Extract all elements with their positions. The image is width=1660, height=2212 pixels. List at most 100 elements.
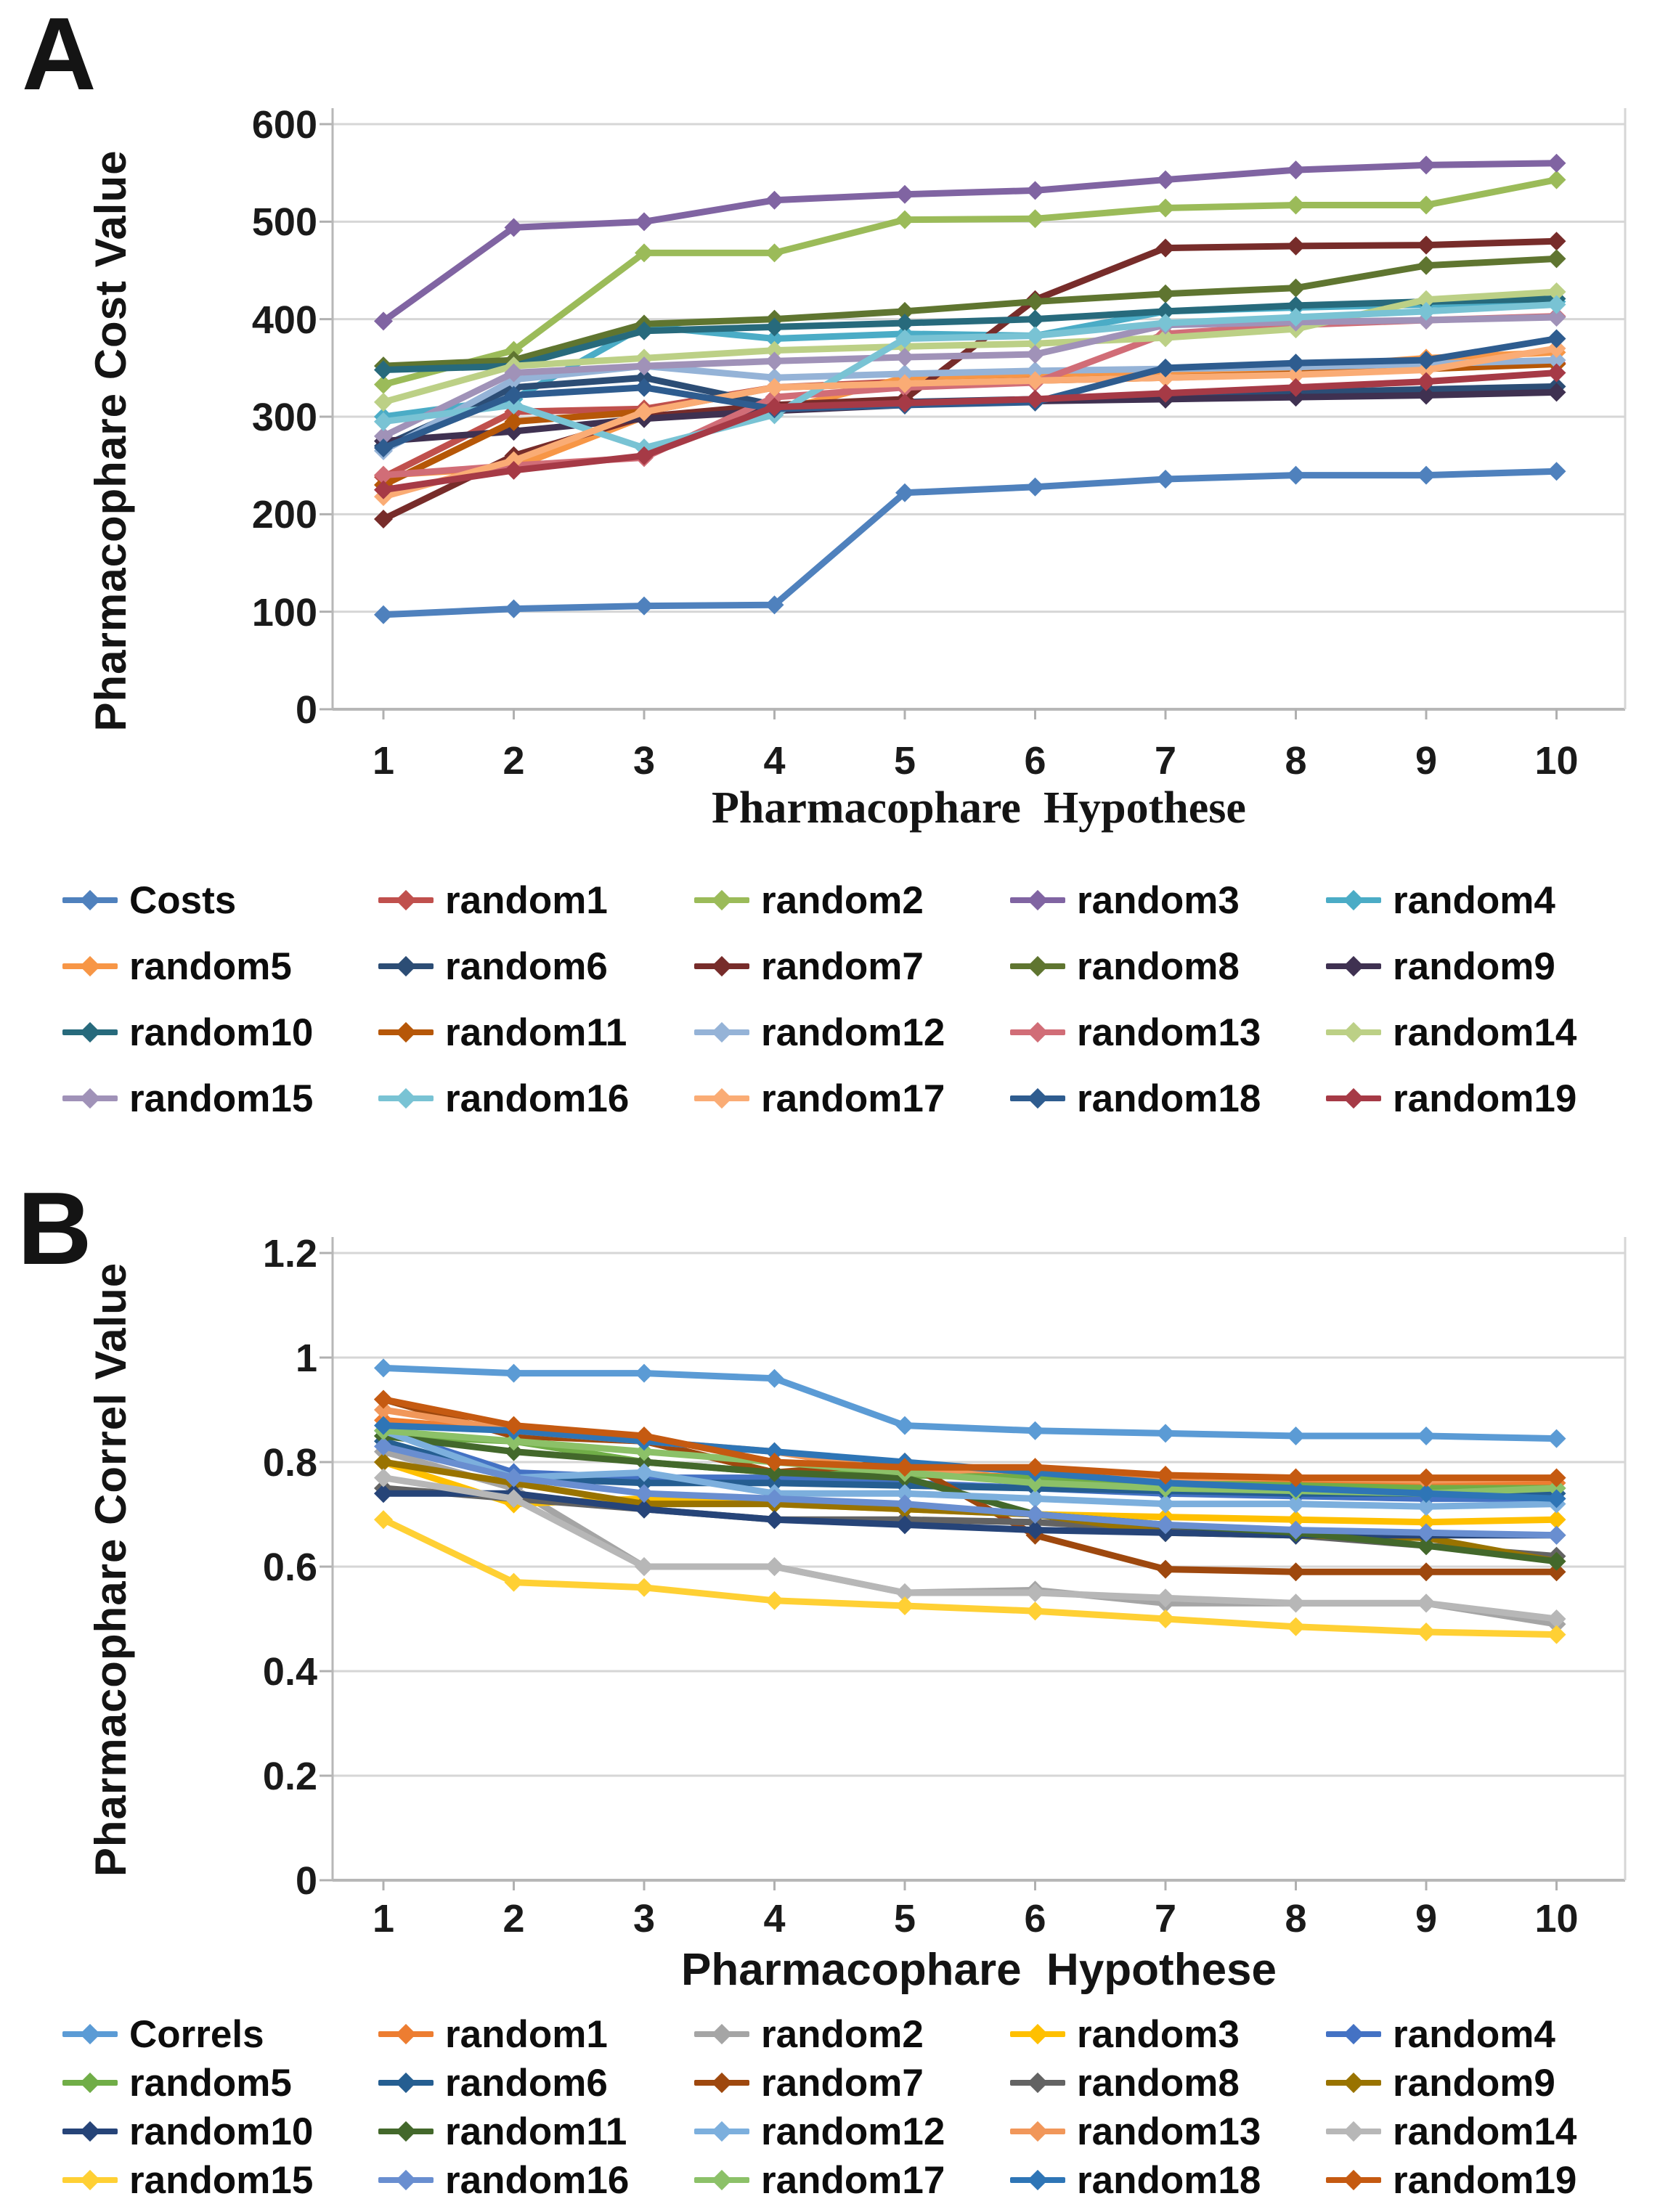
legend-line-marker-icon: [1326, 889, 1381, 911]
series-line-Correls: [380, 1364, 1560, 1442]
marker-random16: [374, 412, 393, 431]
marker-random17: [1025, 1473, 1045, 1493]
marker-random16: [635, 1484, 654, 1503]
legend-item-random8: random8: [1010, 2061, 1240, 2105]
legend-line-marker-icon: [378, 2169, 434, 2191]
marker-random11: [504, 1442, 524, 1461]
marker-random17: [504, 1432, 524, 1451]
marker-Costs: [895, 483, 914, 502]
series-line-random3: [380, 160, 1560, 325]
marker-random13: [374, 1400, 393, 1419]
marker-random3: [1417, 155, 1436, 175]
marker-random18: [1547, 1489, 1566, 1509]
marker-random18: [374, 438, 393, 457]
legend-item-random4: random4: [1326, 878, 1555, 922]
legend-item-random11: random11: [378, 2110, 627, 2153]
legend-label: random10: [129, 2110, 314, 2153]
marker-random16: [1417, 301, 1436, 321]
legend-item-random10: random10: [62, 2110, 313, 2153]
legend-label: random9: [1393, 2061, 1555, 2105]
marker-random19: [374, 480, 393, 499]
marker-random19: [1547, 363, 1566, 383]
legend-label: random2: [761, 878, 924, 922]
legend-label: random14: [1393, 1011, 1577, 1054]
legend-line-marker-icon: [694, 2072, 749, 2094]
legend-item-Correls: Correls: [62, 2012, 264, 2056]
legend-line-marker-icon: [1326, 2169, 1381, 2191]
marker-random15: [374, 1510, 393, 1530]
legend-label: random4: [1393, 2012, 1555, 2056]
marker-random16: [374, 1437, 393, 1456]
marker-Correls: [504, 1363, 524, 1383]
panel-b-label: B: [17, 1171, 92, 1286]
legend-label: random18: [1077, 1077, 1261, 1120]
legend-label: random13: [1077, 2110, 1261, 2153]
marker-random19: [895, 393, 914, 413]
marker-random19: [1417, 372, 1436, 391]
marker-Correls: [895, 1416, 914, 1435]
marker-random12: [1025, 361, 1045, 380]
marker-random10: [635, 321, 654, 340]
marker-random14: [1547, 1609, 1566, 1628]
legend-label: random17: [761, 2158, 945, 2202]
marker-random19: [1286, 1468, 1306, 1487]
legend-line-marker-icon: [1326, 2072, 1381, 2094]
legend-label: random5: [129, 2061, 292, 2105]
legend-label: random10: [129, 1011, 314, 1054]
x-tick-label: 1: [372, 739, 395, 783]
marker-random17: [1547, 338, 1566, 358]
marker-random14: [1286, 1593, 1306, 1613]
marker-random15: [1025, 345, 1045, 364]
legend-line-marker-icon: [378, 2023, 434, 2045]
x-tick-label: 10: [1534, 1897, 1579, 1940]
legend-line-marker-icon: [1010, 955, 1065, 977]
legend-label: random11: [445, 2110, 627, 2153]
marker-random9: [1286, 388, 1306, 407]
marker-random7: [374, 510, 393, 529]
marker-random18: [1417, 351, 1436, 370]
legend-label: random16: [445, 1077, 630, 1120]
legend-item-random1: random1: [378, 878, 608, 922]
marker-random16: [1286, 307, 1306, 327]
y-tick-label: 0.6: [262, 1546, 317, 1589]
marker-Correls: [765, 1368, 784, 1388]
marker-random14: [895, 1583, 914, 1602]
marker-random14: [1547, 282, 1566, 302]
legend-label: random17: [761, 1077, 945, 1120]
marker-random18: [1286, 1479, 1306, 1498]
marker-random7: [1286, 236, 1306, 256]
legend-label: random15: [129, 2158, 314, 2202]
x-tick-label: 4: [763, 1897, 786, 1940]
legend-label: random5: [129, 944, 292, 988]
series-line-random19: [380, 370, 1560, 494]
marker-random19: [374, 1389, 393, 1409]
marker-random19: [1417, 1468, 1436, 1487]
legend-label: random13: [1077, 1011, 1261, 1054]
marker-random10: [374, 1484, 393, 1503]
legend-line-marker-icon: [1326, 955, 1381, 977]
marker-random8: [1025, 292, 1045, 311]
marker-random16: [504, 1468, 524, 1487]
marker-random2: [1417, 195, 1436, 215]
marker-random15: [635, 1578, 654, 1597]
marker-random11: [1547, 1551, 1566, 1571]
legend-line-marker-icon: [62, 955, 118, 977]
legend-label: random8: [1077, 944, 1240, 988]
marker-random10: [1025, 1520, 1045, 1540]
marker-Costs: [635, 596, 654, 616]
marker-Correls: [1417, 1427, 1436, 1445]
legend-item-random14: random14: [1326, 2110, 1576, 2153]
marker-random17: [1547, 1479, 1566, 1498]
marker-random9: [374, 1453, 393, 1472]
marker-random17: [635, 1442, 654, 1461]
marker-random19: [504, 460, 524, 480]
x-tick-label: 5: [893, 739, 916, 783]
legend-label: random1: [445, 2012, 608, 2056]
marker-random3: [1025, 181, 1045, 200]
marker-random7: [1547, 232, 1566, 251]
legend-line-marker-icon: [1010, 2023, 1065, 2045]
marker-random6: [765, 1473, 784, 1493]
marker-random10: [765, 1510, 784, 1530]
marker-random8: [1156, 284, 1175, 303]
legend-line-marker-icon: [1010, 2169, 1065, 2191]
